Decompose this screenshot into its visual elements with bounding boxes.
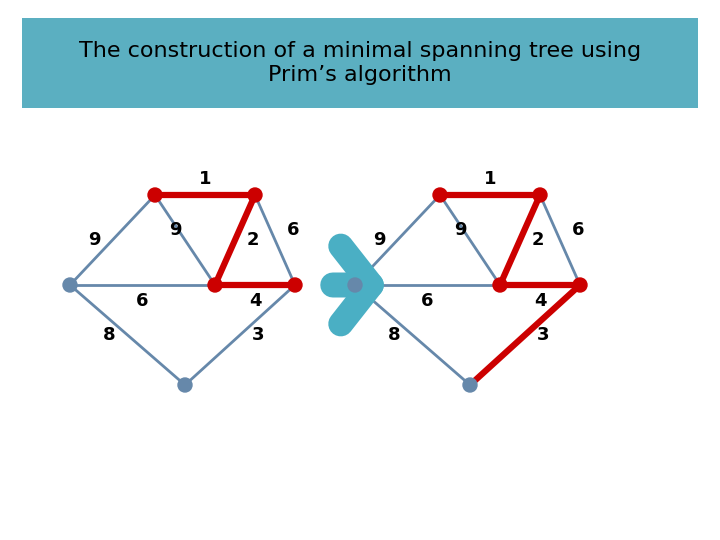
Circle shape xyxy=(573,278,587,292)
Text: 4: 4 xyxy=(248,292,261,310)
Text: 6: 6 xyxy=(287,221,300,239)
Text: 6: 6 xyxy=(136,292,149,310)
Text: 2: 2 xyxy=(247,231,259,249)
Text: 8: 8 xyxy=(388,326,401,344)
Circle shape xyxy=(63,278,77,292)
Text: 1: 1 xyxy=(199,170,211,188)
Circle shape xyxy=(178,378,192,392)
Text: 9: 9 xyxy=(373,231,386,249)
Text: The construction of a minimal spanning tree using
Prim’s algorithm: The construction of a minimal spanning t… xyxy=(79,42,641,85)
Circle shape xyxy=(433,188,447,202)
Circle shape xyxy=(148,188,162,202)
Text: 4: 4 xyxy=(534,292,546,310)
Bar xyxy=(22,18,698,108)
Text: 9: 9 xyxy=(89,231,101,249)
Circle shape xyxy=(493,278,507,292)
Circle shape xyxy=(533,188,547,202)
Text: 6: 6 xyxy=(421,292,433,310)
Text: 8: 8 xyxy=(103,326,116,344)
Text: 6: 6 xyxy=(572,221,584,239)
Text: 9: 9 xyxy=(168,221,181,239)
Text: 9: 9 xyxy=(454,221,467,239)
Circle shape xyxy=(463,378,477,392)
Text: 3: 3 xyxy=(252,326,264,344)
Text: 3: 3 xyxy=(536,326,549,344)
Text: 2: 2 xyxy=(532,231,544,249)
Circle shape xyxy=(288,278,302,292)
Circle shape xyxy=(208,278,222,292)
Circle shape xyxy=(348,278,362,292)
Circle shape xyxy=(248,188,262,202)
Text: 1: 1 xyxy=(484,170,496,188)
